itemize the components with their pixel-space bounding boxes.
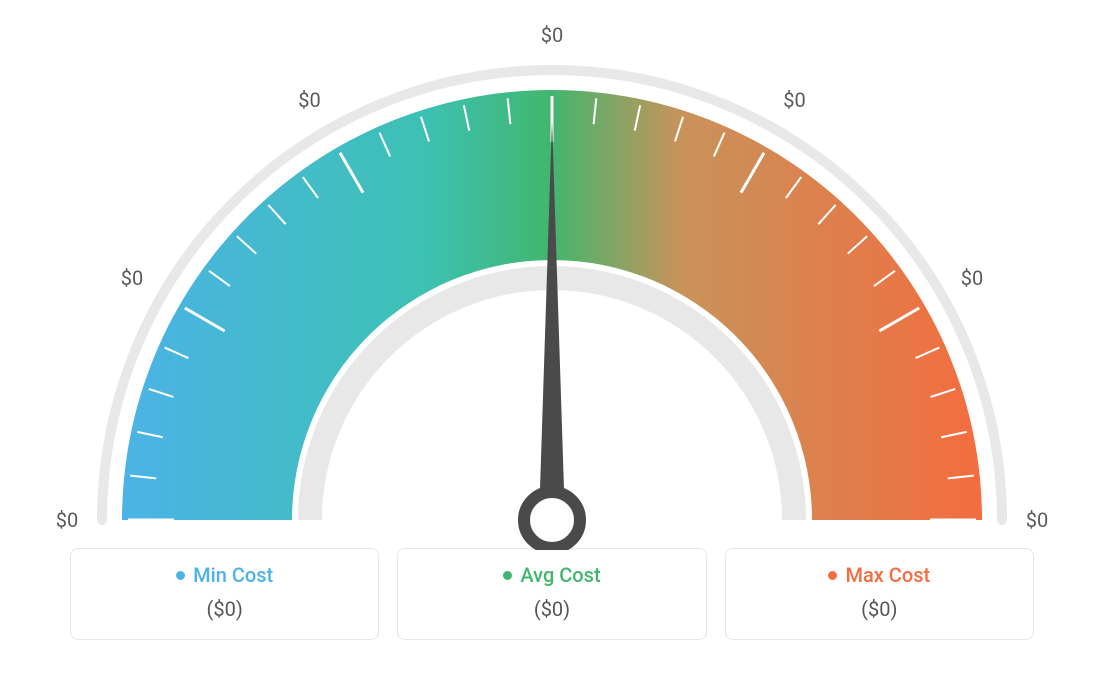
- legend-value-max: ($0): [736, 597, 1023, 621]
- legend-label: Min Cost: [193, 563, 273, 587]
- legend-dot-icon: [828, 571, 837, 580]
- legend-title-avg: Avg Cost: [503, 563, 600, 587]
- legend-label: Avg Cost: [520, 563, 600, 587]
- legend-value-min: ($0): [81, 597, 368, 621]
- gauge-tick-label: $0: [541, 23, 563, 47]
- gauge-tick-label: $0: [298, 88, 320, 112]
- legend-label: Max Cost: [845, 563, 930, 587]
- gauge-svg: [40, 30, 1064, 550]
- gauge-tick-label: $0: [56, 508, 78, 532]
- legend-row: Min Cost ($0) Avg Cost ($0) Max Cost ($0): [70, 548, 1034, 640]
- cost-gauge-container: $0$0$0$0$0$0$0 Min Cost($0)Avg Cost($0)M…: [0, 0, 1104, 690]
- gauge-tick-label: $0: [961, 266, 983, 290]
- gauge-chart: $0 $0 $0 $0 $0 $0 $0: [40, 20, 1064, 540]
- legend-dot-icon: [503, 571, 512, 580]
- legend-card-avg: Avg Cost ($0): [397, 548, 706, 640]
- legend-card-max: Max Cost ($0): [725, 548, 1034, 640]
- legend-dot-icon: [176, 571, 185, 580]
- gauge-tick-label: $0: [783, 88, 805, 112]
- gauge-tick-label: $0: [121, 266, 143, 290]
- gauge-tick-label: $0: [1026, 508, 1048, 532]
- legend-value-avg: ($0): [408, 597, 695, 621]
- legend-title-min: Min Cost: [176, 563, 273, 587]
- legend-card-min: Min Cost ($0): [70, 548, 379, 640]
- legend-title-max: Max Cost: [828, 563, 930, 587]
